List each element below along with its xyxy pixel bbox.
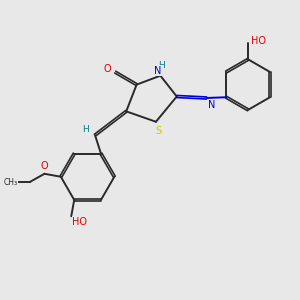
Text: H: H bbox=[82, 125, 89, 134]
Text: HO: HO bbox=[72, 217, 87, 226]
Text: CH₃: CH₃ bbox=[4, 178, 18, 187]
Text: O: O bbox=[103, 64, 111, 74]
Text: S: S bbox=[156, 126, 162, 136]
Text: H: H bbox=[158, 61, 165, 70]
Text: N: N bbox=[208, 100, 215, 110]
Text: N: N bbox=[154, 66, 161, 76]
Text: O: O bbox=[41, 161, 48, 171]
Text: HO: HO bbox=[251, 36, 266, 46]
